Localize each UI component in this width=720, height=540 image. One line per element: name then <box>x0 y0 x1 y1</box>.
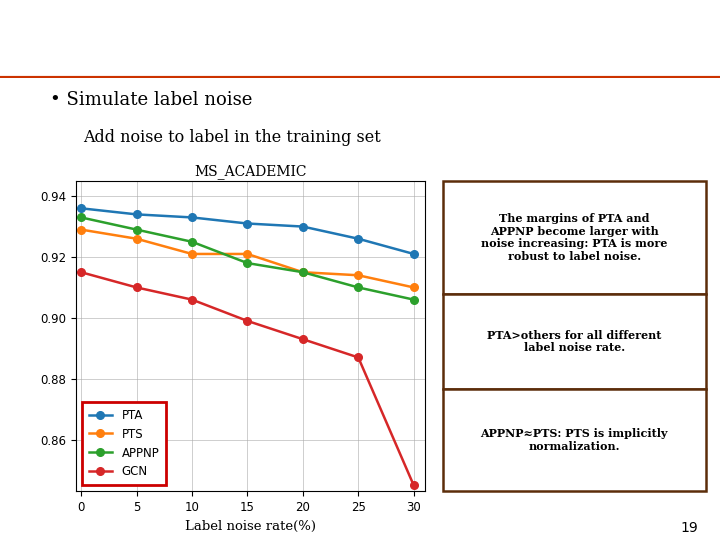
Title: MS_ACADEMIC: MS_ACADEMIC <box>194 164 307 179</box>
GCN <box>188 296 197 303</box>
PTS <box>354 272 363 279</box>
Text: • Simulate label noise: • Simulate label noise <box>50 91 253 109</box>
PTS <box>243 251 252 257</box>
Legend: PTA, PTS, APPNP, GCN: PTA, PTS, APPNP, GCN <box>81 402 166 485</box>
Bar <box>443 389 706 491</box>
PTS <box>410 284 418 291</box>
Text: PTA>others for all different
label noise rate.: PTA>others for all different label noise… <box>487 330 662 354</box>
Line: APPNP: APPNP <box>77 214 418 303</box>
APPNP <box>188 239 197 245</box>
PTS <box>188 251 197 257</box>
X-axis label: Label noise rate(%): Label noise rate(%) <box>185 519 315 532</box>
APPNP <box>243 260 252 266</box>
Text: Add noise to label in the training set: Add noise to label in the training set <box>83 129 381 145</box>
PTA <box>188 214 197 221</box>
Text: PTA is robust to label noise: PTA is robust to label noise <box>125 22 595 53</box>
APPNP <box>410 296 418 303</box>
GCN <box>243 318 252 324</box>
GCN <box>299 336 307 342</box>
Bar <box>443 181 706 294</box>
GCN <box>132 284 141 291</box>
PTA <box>299 224 307 230</box>
Bar <box>443 294 706 389</box>
GCN <box>77 269 86 275</box>
PTA <box>410 251 418 257</box>
Text: 19: 19 <box>680 521 698 535</box>
PTS <box>299 269 307 275</box>
APPNP <box>77 214 86 221</box>
GCN <box>354 354 363 361</box>
GCN <box>410 482 418 489</box>
APPNP <box>299 269 307 275</box>
APPNP <box>132 226 141 233</box>
Line: PTA: PTA <box>77 205 418 258</box>
PTA <box>77 205 86 212</box>
PTS <box>77 226 86 233</box>
PTA <box>132 211 141 218</box>
Line: GCN: GCN <box>77 268 418 489</box>
PTA <box>354 235 363 242</box>
PTS <box>132 235 141 242</box>
APPNP <box>354 284 363 291</box>
Line: PTS: PTS <box>77 226 418 291</box>
Text: APPNP≈PTS: PTS is implicitly
normalization.: APPNP≈PTS: PTS is implicitly normalizati… <box>480 428 668 452</box>
Text: The margins of PTA and
APPNP become larger with
noise increasing: PTA is more
ro: The margins of PTA and APPNP become larg… <box>481 213 667 262</box>
PTA <box>243 220 252 227</box>
